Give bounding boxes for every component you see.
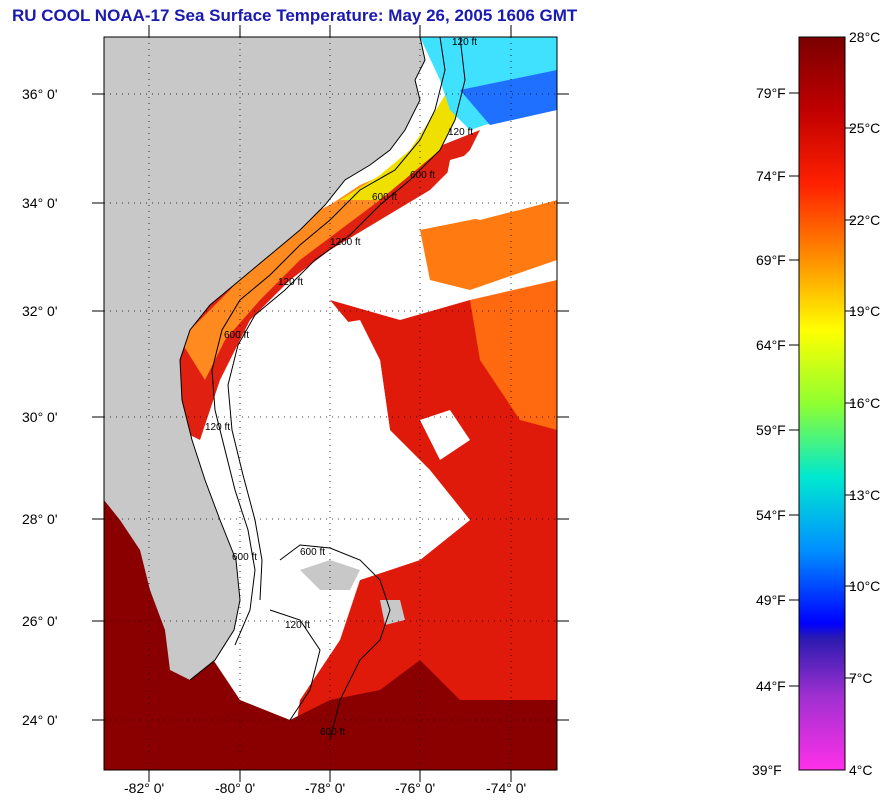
contour-label: 600 ft bbox=[232, 552, 257, 563]
colorbar-f-label: 74°F bbox=[756, 168, 786, 184]
colorbar-c-label: 10°C bbox=[849, 578, 881, 594]
sst-orange-patch bbox=[420, 200, 557, 290]
contour-label: 600 ft bbox=[410, 170, 435, 181]
colorbar-c-label: 19°C bbox=[849, 303, 881, 319]
colorbar-f-label: 54°F bbox=[756, 507, 786, 523]
colorbar-f-label: 49°F bbox=[756, 592, 786, 608]
land-mass bbox=[300, 560, 360, 590]
lon-label: -76° 0' bbox=[395, 780, 436, 796]
contour-label: 600 ft bbox=[320, 727, 345, 738]
lat-label: 26° 0' bbox=[22, 613, 58, 629]
contour-label: 120 ft bbox=[452, 37, 477, 48]
graticule bbox=[104, 37, 557, 770]
colorbar bbox=[798, 36, 846, 771]
sst-cold-water bbox=[460, 70, 557, 125]
contour-600ft bbox=[227, 37, 466, 601]
lon-label: -78° 0' bbox=[305, 780, 346, 796]
land-mass bbox=[380, 600, 405, 625]
contour-label: 120 ft bbox=[448, 127, 473, 138]
contour-label: 600 ft bbox=[224, 330, 249, 341]
lat-label: 28° 0' bbox=[22, 511, 58, 527]
contour-label: 1200 ft bbox=[330, 237, 361, 248]
colorbar-ticks bbox=[789, 92, 855, 687]
colorbar-f-label: 39°F bbox=[752, 762, 782, 778]
sst-orange-patch bbox=[470, 280, 557, 430]
lon-label: -82° 0' bbox=[124, 780, 165, 796]
coastline bbox=[179, 37, 426, 681]
map-title: RU COOL NOAA-17 Sea Surface Temperature:… bbox=[12, 6, 578, 25]
cloud-patch bbox=[440, 130, 557, 220]
sst-warm-region bbox=[290, 300, 557, 770]
contour-label: 600 ft bbox=[300, 547, 325, 558]
lat-label: 32° 0' bbox=[22, 303, 58, 319]
sst-dark-red-region bbox=[104, 600, 557, 770]
cloud-patch bbox=[420, 410, 470, 460]
contour-label: 120 ft bbox=[205, 422, 230, 433]
lon-label: -80° 0' bbox=[215, 780, 256, 796]
colorbar-c-label: 16°C bbox=[849, 395, 881, 411]
sst-cool-coastal bbox=[340, 95, 460, 200]
lat-label: 36° 0' bbox=[22, 86, 58, 102]
colorbar-f-label: 59°F bbox=[756, 422, 786, 438]
colorbar-f-label: 44°F bbox=[756, 678, 786, 694]
colorbar-f-label: 69°F bbox=[756, 252, 786, 268]
contour-label: 600 ft bbox=[372, 192, 397, 203]
lat-label: 34° 0' bbox=[22, 195, 58, 211]
colorbar-c-label: 28°C bbox=[849, 29, 881, 45]
colorbar-c-label: 13°C bbox=[849, 487, 881, 503]
colorbar-c-label: 4°C bbox=[849, 762, 873, 778]
contour-label: 120 ft bbox=[285, 620, 310, 631]
lat-label: 30° 0' bbox=[22, 409, 58, 425]
colorbar-c-label: 22°C bbox=[849, 212, 881, 228]
land-mass bbox=[104, 37, 425, 680]
colorbar-c-label: 7°C bbox=[849, 670, 873, 686]
axis-ticks bbox=[92, 25, 569, 782]
sst-shelf-water bbox=[180, 170, 395, 380]
contour-bahamas bbox=[279, 544, 391, 741]
colorbar-f-label: 79°F bbox=[756, 85, 786, 101]
lat-label: 24° 0' bbox=[22, 712, 58, 728]
contour-label: 120 ft bbox=[278, 277, 303, 288]
colorbar-c-label: 25°C bbox=[849, 120, 881, 136]
contour-bahamas bbox=[269, 609, 321, 721]
lon-label: -74° 0' bbox=[486, 780, 527, 796]
cloud-patch bbox=[220, 320, 470, 580]
colorbar-f-label: 64°F bbox=[756, 337, 786, 353]
